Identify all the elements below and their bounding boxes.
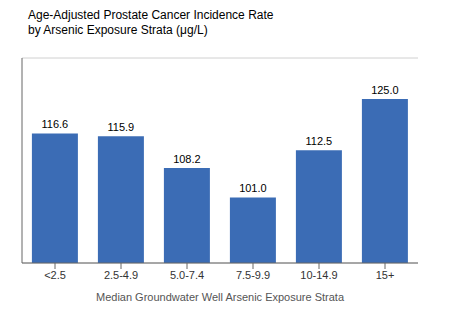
svg-text:108.2: 108.2 [173, 153, 201, 165]
svg-text:5.0-7.4: 5.0-7.4 [170, 269, 204, 281]
html-text:Age-Adjusted Prostate Cancer I: Age-Adjusted Prostate Cancer Incidence R… [28, 8, 274, 22]
svg-text:116.6: 116.6 [42, 118, 69, 130]
svg-text:<2.5: <2.5 [44, 269, 66, 281]
svg-text:Median Groundwater Well Arseni: Median Groundwater Well Arsenic Exposure… [96, 291, 345, 303]
svg-text:15+: 15+ [376, 269, 395, 281]
html-text:by Arsenic Exposure Strata (μg: by Arsenic Exposure Strata (μg/L) [28, 23, 208, 37]
svg-text:2.5-4.9: 2.5-4.9 [104, 269, 138, 281]
svg-text:112.5: 112.5 [306, 135, 333, 147]
svg-text:125.0: 125.0 [371, 84, 399, 96]
svg-text:10-14.9: 10-14.9 [300, 269, 337, 281]
svg-text:115.9: 115.9 [108, 121, 135, 133]
svg-text:101.0: 101.0 [239, 182, 267, 194]
svg-text:7.5-9.9: 7.5-9.9 [236, 269, 270, 281]
